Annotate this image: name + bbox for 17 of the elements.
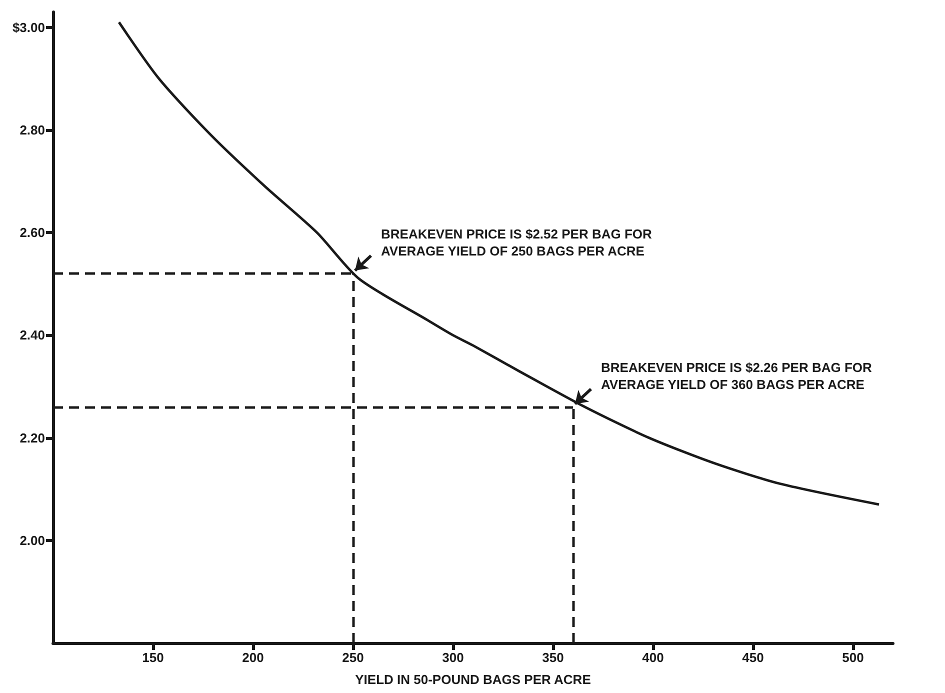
y-tick-label: 2.00 [20, 532, 45, 548]
x-tick-label: 400 [642, 650, 664, 665]
x-tick-label: 300 [442, 650, 464, 665]
x-tick-label: 450 [742, 650, 764, 665]
annotation: BREAKEVEN PRICE IS $2.52 PER BAG FOR AVERAGE YIELD OF 250 BAGS PER ACRE [381, 226, 653, 259]
x-tick-label: 500 [842, 650, 864, 665]
x-tick-label: 250 [342, 650, 364, 665]
x-axis-title: YIELD IN 50-POUND BAGS PER ACRE [355, 672, 592, 687]
y-tick-label: 2.40 [20, 328, 45, 343]
y-tick-label: 2.80 [20, 122, 45, 138]
x-tick-label: 350 [542, 650, 564, 665]
y-tick-label: 2.60 [20, 225, 45, 240]
x-tick-label: 200 [242, 650, 264, 665]
y-tick-label: $3.00 [12, 20, 45, 35]
x-tick-label: 150 [142, 650, 164, 665]
annotation: BREAKEVEN PRICE IS $2.26 PER BAG FOR AVERAGE YIELD OF 360 BAGS PER ACRE [601, 360, 873, 392]
y-tick-label: 2.20 [20, 430, 45, 446]
